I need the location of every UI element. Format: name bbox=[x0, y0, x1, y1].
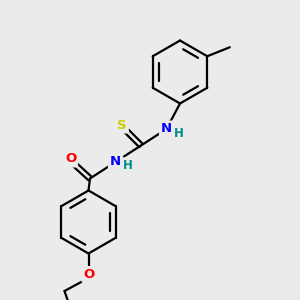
Text: N: N bbox=[110, 155, 121, 169]
Text: S: S bbox=[117, 118, 127, 132]
Text: O: O bbox=[65, 152, 76, 166]
Text: O: O bbox=[83, 268, 95, 281]
Text: H: H bbox=[174, 127, 184, 140]
Text: H: H bbox=[123, 159, 133, 172]
Text: N: N bbox=[161, 122, 172, 136]
